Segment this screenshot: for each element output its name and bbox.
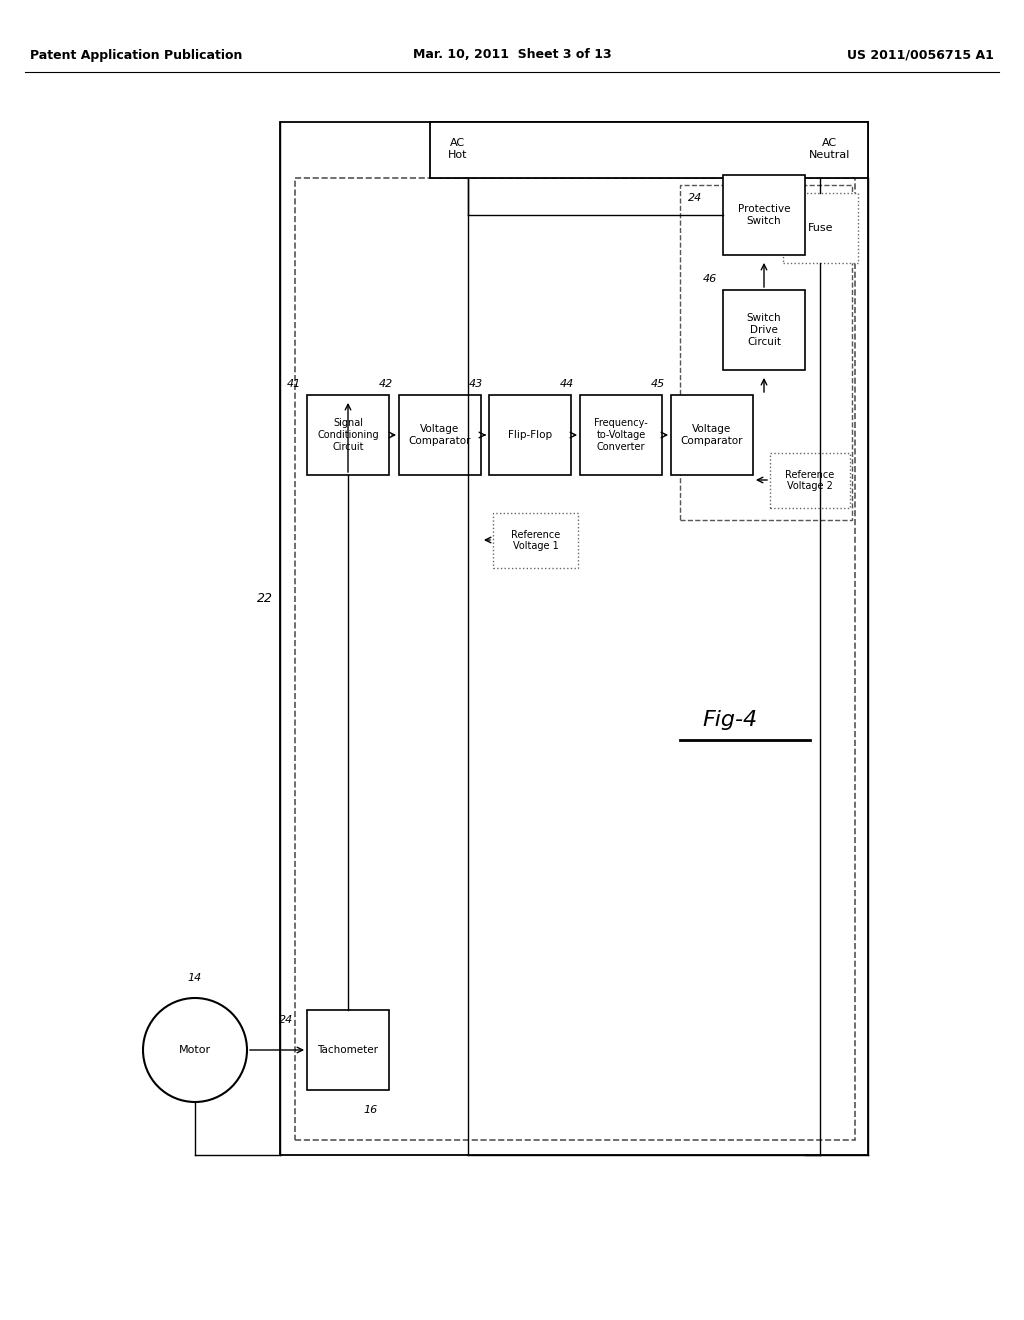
- Text: Mar. 10, 2011  Sheet 3 of 13: Mar. 10, 2011 Sheet 3 of 13: [413, 49, 611, 62]
- Text: Switch
Drive
Circuit: Switch Drive Circuit: [746, 313, 781, 347]
- Text: 27: 27: [746, 203, 761, 213]
- Bar: [493, 513, 578, 568]
- Text: 46: 46: [702, 275, 717, 284]
- Text: 43: 43: [469, 379, 483, 389]
- Bar: [723, 290, 805, 370]
- Bar: [399, 395, 481, 475]
- Bar: [295, 178, 855, 1140]
- Text: 24: 24: [688, 193, 702, 203]
- Bar: [307, 395, 389, 475]
- Text: Voltage
Comparator: Voltage Comparator: [409, 424, 471, 446]
- Text: Tachometer: Tachometer: [317, 1045, 379, 1055]
- Text: AC
Hot: AC Hot: [449, 139, 468, 160]
- Bar: [723, 176, 805, 255]
- Bar: [680, 185, 852, 520]
- Text: Protective
Switch: Protective Switch: [737, 205, 791, 226]
- Text: 45: 45: [650, 379, 665, 389]
- Bar: [770, 453, 850, 508]
- Text: 16: 16: [362, 1105, 377, 1115]
- Bar: [671, 395, 753, 475]
- Text: Voltage
Comparator: Voltage Comparator: [681, 424, 743, 446]
- Text: Flip-Flop: Flip-Flop: [508, 430, 552, 440]
- Text: Motor: Motor: [179, 1045, 211, 1055]
- Text: Fuse: Fuse: [808, 223, 834, 234]
- Bar: [430, 121, 868, 178]
- Text: 22: 22: [257, 591, 273, 605]
- Text: 44: 44: [560, 379, 574, 389]
- Text: Fig-4: Fig-4: [702, 710, 758, 730]
- Bar: [280, 121, 868, 1155]
- Bar: [307, 1010, 389, 1090]
- Text: 41: 41: [287, 379, 301, 389]
- Text: 24: 24: [279, 1015, 293, 1026]
- Text: Patent Application Publication: Patent Application Publication: [30, 49, 243, 62]
- Circle shape: [143, 998, 247, 1102]
- Text: US 2011/0056715 A1: US 2011/0056715 A1: [847, 49, 994, 62]
- Text: AC
Neutral: AC Neutral: [809, 139, 850, 160]
- Text: Reference
Voltage 1: Reference Voltage 1: [511, 529, 560, 552]
- Bar: [489, 395, 571, 475]
- Text: Reference
Voltage 2: Reference Voltage 2: [785, 470, 835, 491]
- Text: Signal
Conditioning
Circuit: Signal Conditioning Circuit: [317, 418, 379, 451]
- Bar: [580, 395, 662, 475]
- Text: 14: 14: [187, 973, 202, 983]
- Text: Frequency-
to-Voltage
Converter: Frequency- to-Voltage Converter: [594, 418, 648, 451]
- Bar: [783, 193, 858, 263]
- Text: 42: 42: [379, 379, 393, 389]
